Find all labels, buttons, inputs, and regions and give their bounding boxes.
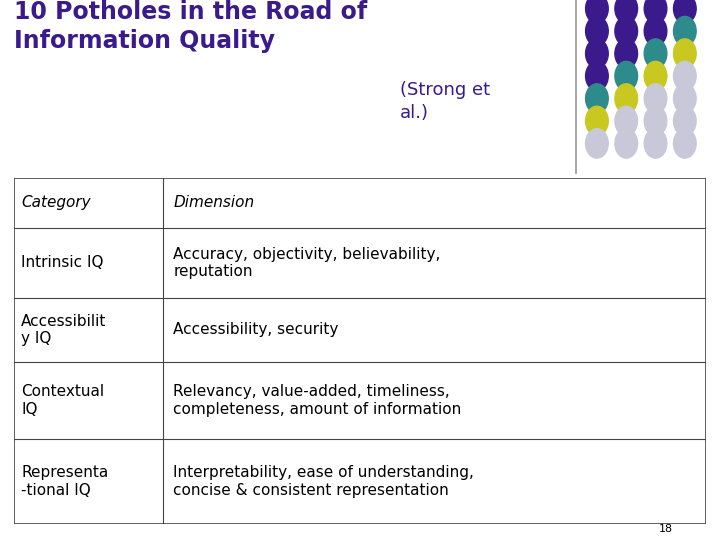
Circle shape [585,16,608,46]
Circle shape [644,84,667,113]
Circle shape [673,129,696,158]
Circle shape [615,62,637,91]
Circle shape [673,84,696,113]
Circle shape [673,0,696,23]
Circle shape [615,39,637,68]
Circle shape [644,129,667,158]
Circle shape [644,106,667,136]
Text: Accessibility, security: Accessibility, security [174,322,338,338]
Circle shape [673,39,696,68]
Circle shape [585,0,608,23]
Circle shape [673,62,696,91]
Text: Interpretability, ease of understanding,
concise & consistent representation: Interpretability, ease of understanding,… [174,465,474,498]
Text: Representa
-tional IQ: Representa -tional IQ [22,465,109,498]
Circle shape [585,84,608,113]
Text: Dimension: Dimension [174,195,254,211]
Circle shape [585,129,608,158]
Circle shape [615,0,637,23]
Text: Accuracy, objectivity, believability,
reputation: Accuracy, objectivity, believability, re… [174,247,441,279]
Circle shape [673,16,696,46]
Text: Relevancy, value-added, timeliness,
completeness, amount of information: Relevancy, value-added, timeliness, comp… [174,384,462,416]
Circle shape [673,106,696,136]
Text: Category: Category [22,195,91,211]
Circle shape [585,106,608,136]
Circle shape [644,62,667,91]
Circle shape [615,16,637,46]
Text: Accessibilit
y IQ: Accessibilit y IQ [22,314,107,346]
Circle shape [644,39,667,68]
Circle shape [644,0,667,23]
Text: 10 Potholes in the Road of
Information Quality: 10 Potholes in the Road of Information Q… [14,0,368,53]
Text: 18: 18 [659,524,673,534]
Circle shape [615,129,637,158]
Circle shape [585,62,608,91]
Circle shape [615,84,637,113]
Text: Intrinsic IQ: Intrinsic IQ [22,255,104,271]
Text: (Strong et
al.): (Strong et al.) [400,81,490,122]
Circle shape [644,16,667,46]
Circle shape [585,39,608,68]
Circle shape [615,106,637,136]
Text: Contextual
IQ: Contextual IQ [22,384,104,416]
